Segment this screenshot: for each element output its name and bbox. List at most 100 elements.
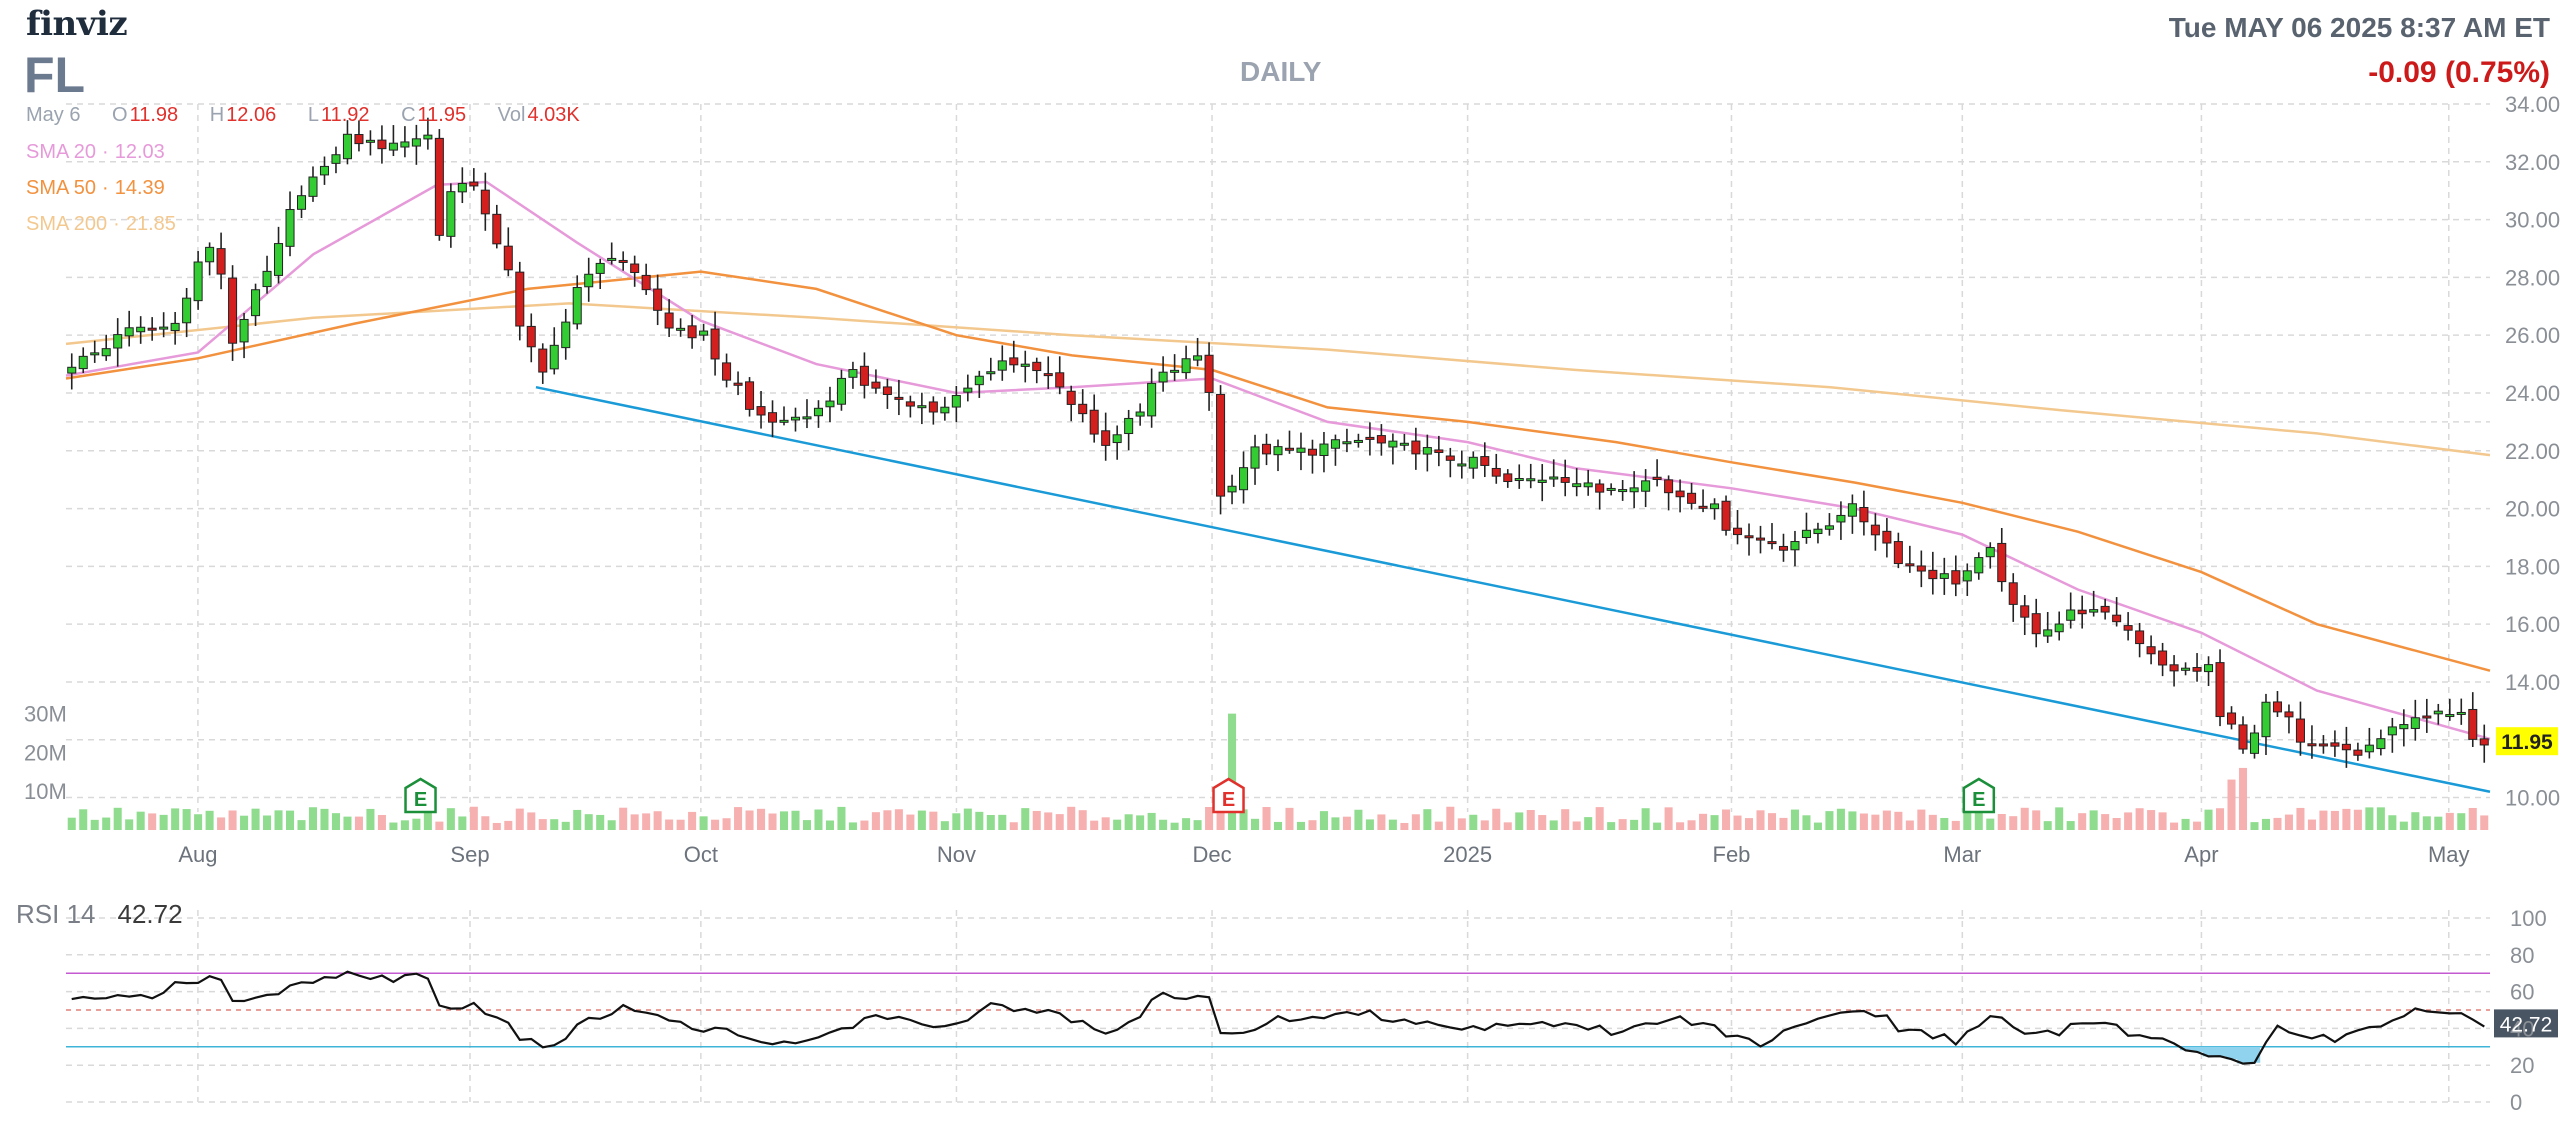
- volume-bar: [2101, 814, 2110, 830]
- finviz-logo[interactable]: finviz: [26, 4, 128, 44]
- volume-bar: [1446, 806, 1455, 830]
- candle: [722, 353, 732, 388]
- volume-bar: [79, 809, 88, 830]
- candle: [1824, 513, 1834, 536]
- volume-bar: [1940, 817, 1949, 830]
- candle: [2249, 724, 2260, 759]
- candle: [113, 318, 123, 367]
- volume-bar: [1262, 807, 1271, 830]
- volume-bar: [1871, 814, 1880, 830]
- candle: [1687, 482, 1697, 510]
- candle: [1204, 342, 1214, 411]
- candle: [1572, 468, 1582, 497]
- candle-body: [1480, 456, 1490, 466]
- price-axis-label: 34.00: [2505, 92, 2560, 117]
- candle-body: [1319, 443, 1329, 457]
- volume-bar: [1538, 815, 1547, 830]
- candle-body: [664, 312, 674, 329]
- candle-body: [1629, 487, 1639, 493]
- volume-bar: [688, 811, 697, 830]
- ohlc-date: May 6: [26, 104, 81, 126]
- candle-body: [216, 248, 226, 275]
- candle-body: [1652, 476, 1662, 480]
- volume-bar: [998, 814, 1007, 830]
- candle: [1618, 480, 1628, 501]
- low-value: 11.92: [320, 104, 370, 126]
- candle: [1997, 528, 2007, 592]
- volume-bar: [2422, 816, 2431, 830]
- candle-body: [1457, 463, 1467, 467]
- candle-body: [1847, 503, 1857, 517]
- candle-body: [1526, 478, 1536, 482]
- earnings-marker: [1962, 777, 1996, 814]
- candle-body: [917, 405, 927, 409]
- candle-body: [1664, 479, 1674, 494]
- candle-body: [1353, 439, 1363, 443]
- candle: [1629, 471, 1639, 509]
- volume-bar: [619, 807, 628, 830]
- rsi-axis-label: 40: [2510, 1016, 2534, 1041]
- volume-label: Vol: [497, 104, 526, 126]
- candle: [1112, 425, 1122, 460]
- candle: [434, 129, 444, 241]
- candle: [595, 258, 605, 290]
- candle: [2307, 725, 2317, 759]
- candle: [779, 406, 789, 426]
- volume-bar: [2284, 814, 2293, 830]
- candle: [1847, 494, 1857, 534]
- candle-body: [492, 213, 502, 245]
- candle-body: [1767, 541, 1777, 545]
- candle-body: [469, 181, 479, 187]
- high-value: 12.06: [226, 104, 277, 126]
- candle: [2089, 590, 2099, 617]
- volume-bar: [1457, 818, 1466, 830]
- volume-bar: [1997, 813, 2006, 830]
- candle-body: [446, 191, 456, 237]
- candle-body: [147, 327, 157, 331]
- candle-body: [607, 257, 617, 261]
- volume-bar: [2227, 779, 2236, 830]
- candle: [1399, 433, 1409, 451]
- volume-bar: [1572, 821, 1581, 830]
- candle: [319, 156, 330, 185]
- candle: [1962, 563, 1972, 596]
- candle: [216, 232, 226, 290]
- volume-bar: [251, 808, 260, 830]
- candle-body: [2204, 664, 2214, 673]
- volume-bar: [2032, 810, 2041, 830]
- volume-bar: [1790, 809, 1799, 830]
- volume-bar: [1515, 812, 1524, 830]
- candle-body: [1112, 434, 1122, 444]
- candle-body: [308, 176, 318, 197]
- candle-body: [182, 297, 192, 324]
- candle-body: [1239, 467, 1249, 491]
- earnings-badge: [1212, 777, 1245, 814]
- candle-body: [296, 195, 307, 210]
- candle-body: [377, 139, 387, 150]
- candle-body: [1342, 441, 1352, 445]
- volume-bar: [1859, 813, 1868, 830]
- candle: [1939, 557, 1949, 595]
- candle-body: [1296, 447, 1306, 453]
- volume-bar: [481, 816, 490, 830]
- volume-bar: [940, 821, 949, 830]
- price-axis-label: 26.00: [2505, 323, 2560, 348]
- volume-bar: [1308, 820, 1317, 830]
- candle-body: [2112, 614, 2122, 623]
- candle: [2066, 592, 2076, 629]
- candle-body: [1491, 467, 1501, 477]
- candle-body: [2261, 701, 2271, 738]
- candle-body: [1055, 372, 1065, 388]
- candle-body: [572, 287, 582, 325]
- rsi-axis-label: 60: [2510, 980, 2534, 1005]
- close-value: 11.95: [417, 104, 467, 126]
- candle-body: [595, 262, 605, 274]
- rsi-axis-label: 80: [2510, 943, 2534, 968]
- candle-body: [779, 419, 789, 423]
- candle-body: [756, 406, 766, 416]
- candle: [400, 126, 410, 158]
- candle: [664, 299, 674, 337]
- volume-bar: [366, 808, 375, 830]
- volume-bar: [90, 819, 99, 830]
